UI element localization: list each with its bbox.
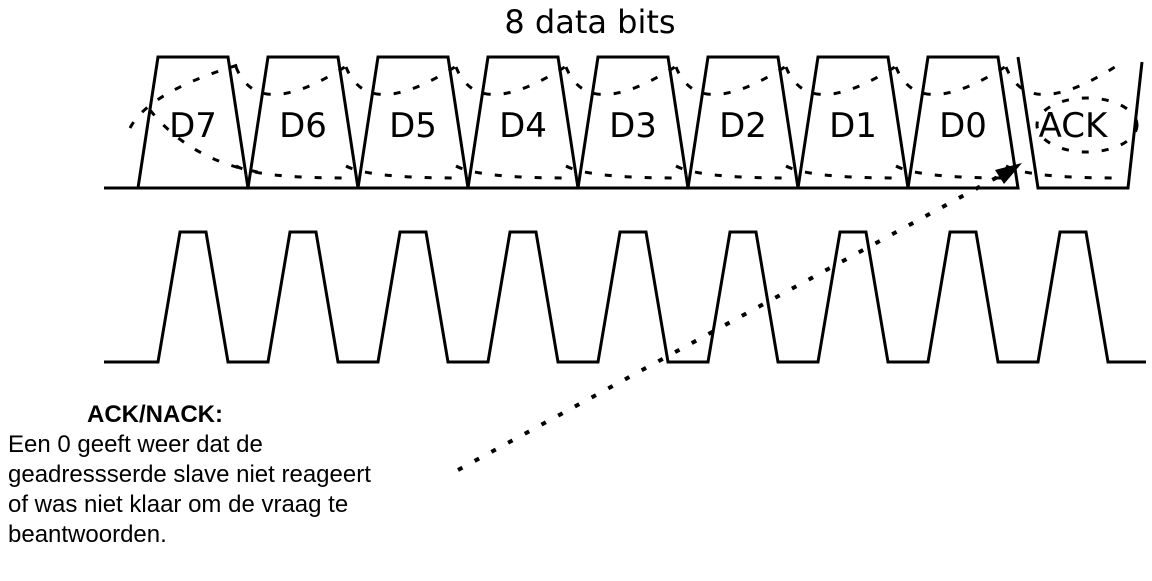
bit-label: D4	[499, 106, 547, 146]
bit-label: D1	[829, 106, 877, 146]
note-heading: ACK/NACK:	[87, 401, 223, 428]
diagram-title: 8 data bits	[504, 3, 675, 41]
bit-label: D5	[389, 106, 437, 146]
note-line: of was niet klaar om de vraag te	[8, 491, 349, 518]
sda-signal	[104, 55, 1144, 190]
ack-label: ACK	[1039, 106, 1109, 146]
note-line: Een 0 geeft weer dat de	[8, 431, 263, 458]
sda-dashed-crossing	[234, 63, 349, 180]
bit-label: D7	[169, 106, 217, 146]
ack-pointer-dotted-arrow	[457, 171, 1006, 472]
bit-label: D2	[719, 106, 767, 146]
sda-dashed-crossing	[454, 63, 569, 180]
sda-dashed-crossing	[894, 63, 1009, 180]
sda-dashed-crossing	[564, 63, 679, 180]
sda-dashed-crossing	[674, 63, 789, 180]
ack-nack-note: ACK/NACK: Een 0 geeft weer dat de geadre…	[8, 400, 448, 550]
bit-labels: D7 D6 D5 D4 D3 D2 D1 D0 ACK	[169, 106, 1109, 146]
sda-dashed-crossing	[128, 60, 259, 174]
note-line: geadressserde slave niet reageert	[8, 461, 371, 488]
arrow-head-icon	[995, 163, 1022, 184]
sda-dashed-crossing	[344, 63, 459, 180]
sda-dashed-crossing	[784, 63, 899, 180]
bit-label: D6	[279, 106, 327, 146]
bit-label: D3	[609, 106, 657, 146]
ack-dashed-ellipse	[1035, 96, 1139, 154]
bit-label: D0	[939, 106, 987, 146]
note-line: beantwoorden.	[8, 521, 167, 548]
scl-clock-signal	[104, 230, 1146, 364]
sda-dashed-transitions	[128, 60, 1139, 180]
